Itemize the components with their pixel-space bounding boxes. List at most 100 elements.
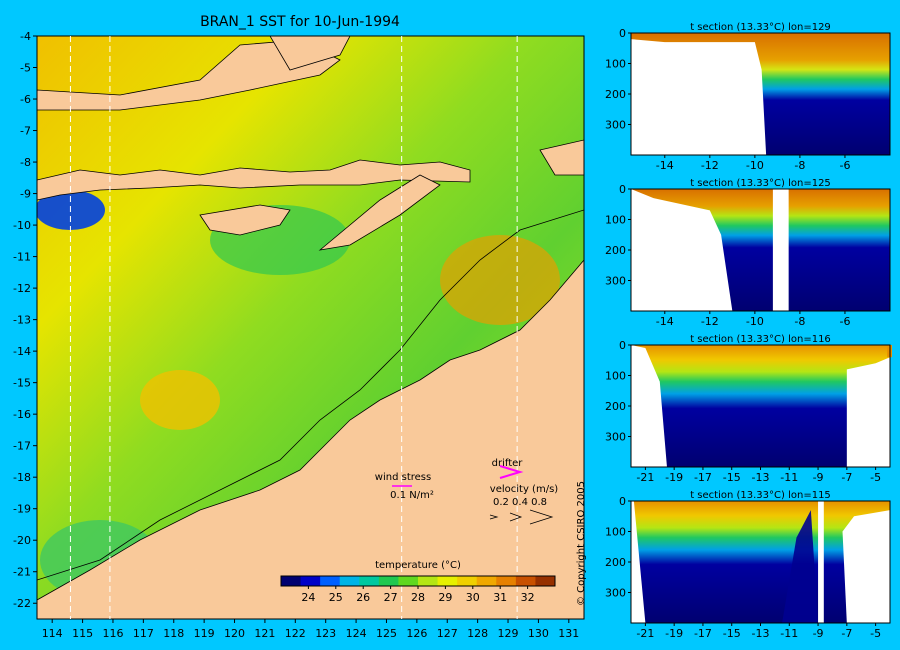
land-gap-mask (818, 501, 824, 623)
map-x-tick-label: 130 (528, 627, 549, 640)
section-y-tick-label: 300 (605, 119, 626, 132)
copyright-notice: © Copyright CSIRO 2005 (576, 481, 587, 607)
drifter-icon (499, 465, 524, 479)
section-x-tick-label: -13 (752, 627, 770, 640)
map-x-tick-label: 124 (346, 627, 367, 640)
map-x-tick-label: 127 (437, 627, 458, 640)
timor-island (318, 174, 441, 251)
map-y-tick-label: -8 (20, 156, 31, 169)
section-title: t section (13.33°C) lon=129 (690, 22, 831, 33)
section-x-tick-label: -5 (870, 627, 881, 640)
section-y-tick-label: 0 (619, 495, 626, 508)
section-x-tick-label: -17 (694, 471, 712, 484)
colorbar-swatch (359, 576, 380, 586)
section-x-tick-label: -14 (656, 315, 674, 328)
section-y-tick-label: 300 (605, 275, 626, 288)
isobath-contour (37, 209, 584, 581)
map-y-tick-label: -11 (13, 251, 31, 264)
colorbar-tick-label: 29 (438, 591, 452, 604)
seafloor-mask (631, 345, 667, 467)
section-title: t section (13.33°C) lon=116 (690, 334, 831, 345)
section-x-tick-label: -21 (636, 471, 654, 484)
map-title: BRAN_1 SST for 10-Jun-1994 (200, 14, 400, 30)
colorbar-swatch (476, 576, 497, 586)
seafloor-mask (631, 189, 733, 311)
section-y-tick-label: 200 (605, 556, 626, 569)
section-x-tick-label: -10 (746, 159, 764, 172)
map-y-tick-label: -22 (13, 597, 31, 610)
section-panel-4: t section (13.33°C) lon=115-21 -19 -17 -15-… (605, 490, 891, 640)
colorbar-swatch (496, 576, 517, 586)
map-x-tick-label: 114 (42, 627, 63, 640)
copyright-text: © Copyright CSIRO 2005 (576, 481, 587, 606)
section-panel-2: t section (13.33°C) lon=125 -14 -12 -10 -8 -6… (605, 178, 891, 328)
section-y-tick-label: 200 (605, 88, 626, 101)
colorbar-tick-label: 27 (384, 591, 398, 604)
colorbar-swatch (515, 576, 536, 586)
map-x-tick-label: 129 (498, 627, 519, 640)
wind-stress-value: 0.1 N/m² (390, 490, 434, 501)
map-y-tick-label: -13 (13, 314, 31, 327)
map-x-tick-label: 115 (72, 627, 93, 640)
map-y-tick-label: -5 (20, 62, 31, 75)
colorbar-swatch (320, 576, 341, 586)
warm-pool (440, 235, 560, 325)
seafloor-mask (631, 501, 646, 623)
section-x-tick-label: -9 (813, 627, 824, 640)
tanimbar-islands (539, 139, 584, 176)
northern-island (269, 36, 351, 71)
map-y-tick-label: -19 (13, 503, 31, 516)
colorbar-label: temperature (°C) (375, 560, 461, 571)
section-y-tick-label: 100 (605, 526, 626, 539)
shelf-mask (846, 357, 890, 467)
map-y-tick-label: -10 (13, 219, 31, 232)
section-y-tick-label: 200 (605, 244, 626, 257)
section-panel-1: t section (13.33°C) lon=129 -14 -12 -10 -8 -6… (605, 22, 891, 172)
section-y-tick-label: 0 (619, 183, 626, 196)
colorbar-swatch (339, 576, 360, 586)
velocity-values: 0.2 0.4 0.8 (493, 497, 547, 508)
colorbar-swatch (535, 576, 556, 586)
colorbar-tick-label: 25 (329, 591, 343, 604)
colorbar-swatch (437, 576, 458, 586)
map-x-tick-label: 119 (194, 627, 215, 640)
section-x-tick-label: -11 (780, 471, 798, 484)
section-x-tick-label: -15 (723, 471, 741, 484)
colorbar-tick-label: 32 (521, 591, 535, 604)
section-x-tick-label: -21 (636, 627, 654, 640)
section-x-tick-label: -14 (656, 159, 674, 172)
section-x-tick-label: -9 (813, 471, 824, 484)
sumba-island (199, 204, 291, 236)
map-y-tick-label: -14 (13, 345, 31, 358)
map-x-tick-label: 128 (467, 627, 488, 640)
section-x-tick-label: -7 (841, 627, 852, 640)
australia-landmass (37, 259, 584, 619)
section-x-tick-label: -13 (752, 471, 770, 484)
section-x-tick-label: -8 (794, 315, 805, 328)
section-x-tick-label: -17 (694, 627, 712, 640)
velocity-scale-arrows (489, 509, 554, 525)
map-x-tick-label: 126 (406, 627, 427, 640)
map-x-tick-label: 125 (376, 627, 397, 640)
section-x-tick-label: -11 (780, 627, 798, 640)
map-y-tick-label: -9 (20, 188, 31, 201)
velocity-label: velocity (m/s) (490, 484, 558, 495)
map-x-tick-label: 116 (102, 627, 123, 640)
map-y-tick-label: -18 (13, 471, 31, 484)
section-panel-3: t section (13.33°C) lon=116-21 -19 -17 -15-… (605, 334, 892, 484)
map-y-tick-label: -21 (13, 566, 31, 579)
section-title: t section (13.33°C) lon=125 (690, 178, 831, 189)
map-y-tick-label: -6 (20, 93, 31, 106)
section-x-tick-label: -10 (746, 315, 764, 328)
section-y-tick-label: 200 (605, 400, 626, 413)
map-y-tick-label: -20 (13, 534, 31, 547)
section-y-tick-label: 0 (619, 27, 626, 40)
map-x-tick-label: 131 (558, 627, 579, 640)
colorbar-tick-label: 30 (466, 591, 480, 604)
section-y-tick-label: 0 (619, 339, 626, 352)
colorbar-swatch (300, 576, 321, 586)
map-x-tick-label: 123 (315, 627, 336, 640)
map-x-tick-label: 120 (224, 627, 245, 640)
section-y-tick-label: 100 (605, 214, 626, 227)
